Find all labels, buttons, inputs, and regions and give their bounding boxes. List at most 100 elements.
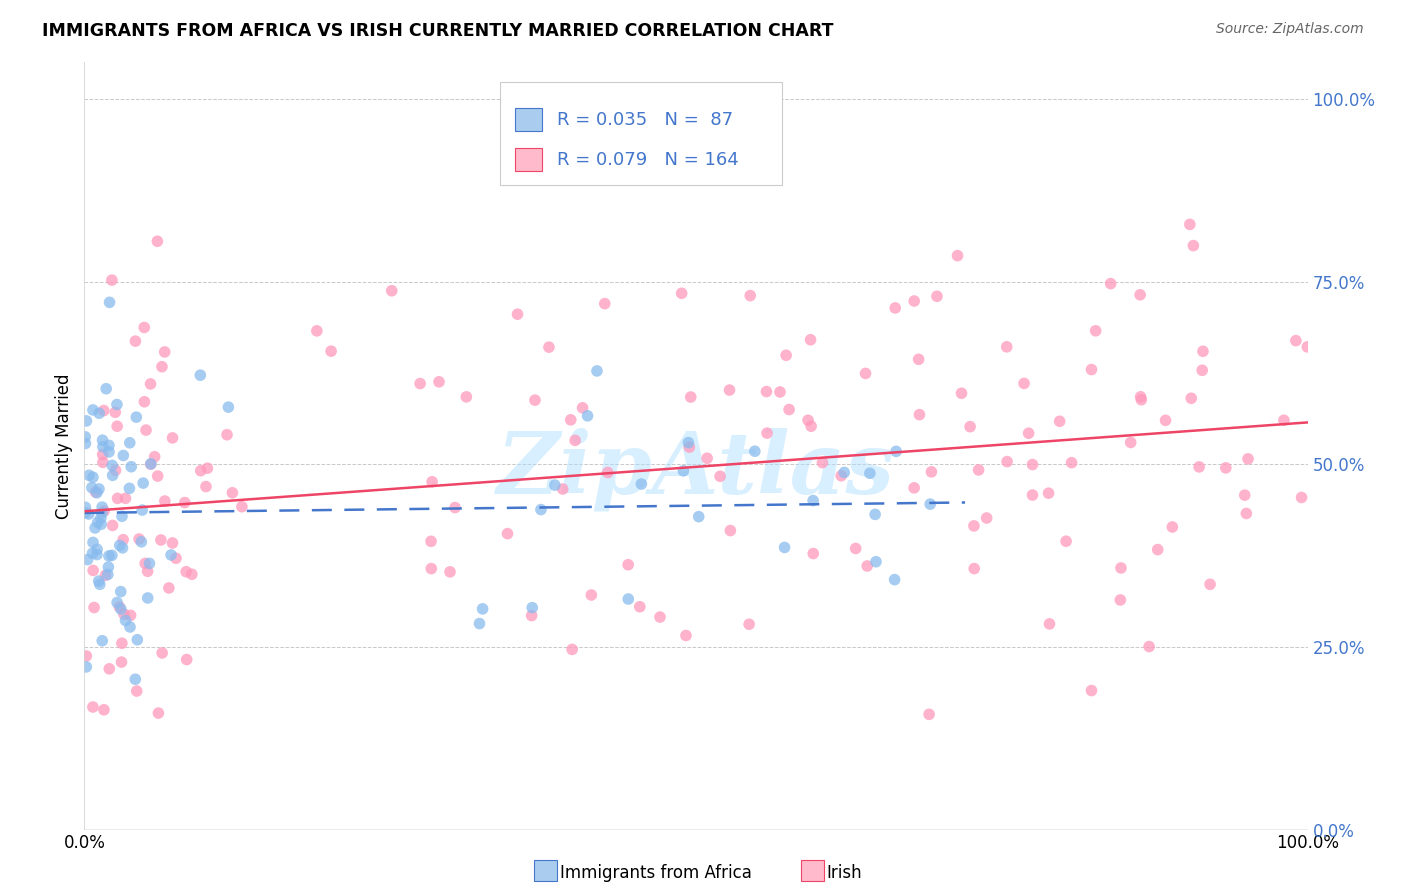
Point	[132, 476, 155, 491]
Point	[82, 535, 104, 549]
Point	[671, 286, 693, 301]
Point	[91, 448, 114, 462]
Point	[801, 547, 824, 561]
Point	[150, 646, 173, 660]
Point	[134, 394, 156, 409]
Point	[93, 703, 115, 717]
Point	[1192, 344, 1215, 359]
Point	[963, 519, 986, 533]
Point	[110, 655, 132, 669]
Point	[976, 511, 998, 525]
Point	[1215, 461, 1237, 475]
Point	[75, 660, 97, 674]
Point	[586, 364, 609, 378]
Point	[135, 423, 157, 437]
Point	[427, 375, 450, 389]
Point	[91, 500, 114, 515]
Point	[75, 506, 97, 520]
Point	[112, 449, 135, 463]
Point	[672, 464, 695, 478]
Point	[105, 419, 128, 434]
Point	[409, 376, 432, 391]
Point	[576, 409, 599, 423]
Point	[1060, 456, 1083, 470]
Point	[1080, 683, 1102, 698]
Point	[125, 410, 148, 425]
Point	[496, 526, 519, 541]
Point	[194, 480, 217, 494]
Point	[801, 493, 824, 508]
Point	[197, 461, 219, 475]
Point	[101, 458, 124, 473]
Point	[104, 463, 127, 477]
Point	[139, 376, 162, 391]
Point	[82, 403, 104, 417]
Point	[86, 516, 108, 530]
Point	[1161, 520, 1184, 534]
Point	[118, 620, 141, 634]
Point	[176, 652, 198, 666]
Point	[797, 413, 820, 427]
Point	[1038, 616, 1060, 631]
Point	[97, 549, 120, 563]
Point	[97, 567, 120, 582]
Point	[127, 632, 149, 647]
Point	[800, 419, 823, 434]
Point	[149, 533, 172, 547]
Point	[696, 451, 718, 466]
Point	[84, 521, 107, 535]
Point	[136, 564, 159, 578]
Point	[903, 481, 925, 495]
Point	[799, 333, 821, 347]
Point	[305, 324, 328, 338]
Text: Immigrants from Africa: Immigrants from Africa	[560, 864, 751, 882]
Point	[537, 340, 560, 354]
Text: IMMIGRANTS FROM AFRICA VS IRISH CURRENTLY MARRIED CORRELATION CHART: IMMIGRANTS FROM AFRICA VS IRISH CURRENTL…	[42, 22, 834, 40]
Text: Irish: Irish	[827, 864, 862, 882]
Point	[381, 284, 404, 298]
Point	[1080, 362, 1102, 376]
Point	[1099, 277, 1122, 291]
Point	[530, 502, 553, 516]
Text: R = 0.035   N =  87: R = 0.035 N = 87	[557, 111, 733, 128]
Point	[551, 482, 574, 496]
Point	[1109, 593, 1132, 607]
Point	[506, 307, 529, 321]
Point	[420, 534, 443, 549]
Point	[111, 541, 134, 555]
Point	[98, 295, 121, 310]
Point	[456, 390, 478, 404]
Point	[571, 401, 593, 415]
Point	[420, 561, 443, 575]
Point	[471, 602, 494, 616]
Point	[740, 288, 762, 302]
Point	[111, 636, 134, 650]
Point	[107, 491, 129, 506]
Point	[1049, 414, 1071, 428]
Point	[83, 600, 105, 615]
Point	[522, 600, 544, 615]
Point	[907, 352, 929, 367]
Point	[908, 408, 931, 422]
Bar	[515, 108, 541, 131]
Point	[110, 584, 132, 599]
Point	[1191, 363, 1213, 377]
Point	[444, 500, 467, 515]
Point	[995, 340, 1018, 354]
Point	[101, 273, 124, 287]
Point	[1180, 391, 1202, 405]
Point	[120, 459, 142, 474]
Point	[87, 482, 110, 496]
Point	[134, 557, 156, 571]
Point	[91, 633, 114, 648]
Point	[90, 511, 112, 525]
Point	[93, 403, 115, 417]
Point	[84, 485, 107, 500]
Point	[1012, 376, 1035, 391]
Point	[174, 565, 197, 579]
Point	[1137, 640, 1160, 654]
Point	[439, 565, 461, 579]
Point	[1021, 458, 1043, 472]
Point	[778, 402, 800, 417]
Point	[217, 400, 239, 414]
